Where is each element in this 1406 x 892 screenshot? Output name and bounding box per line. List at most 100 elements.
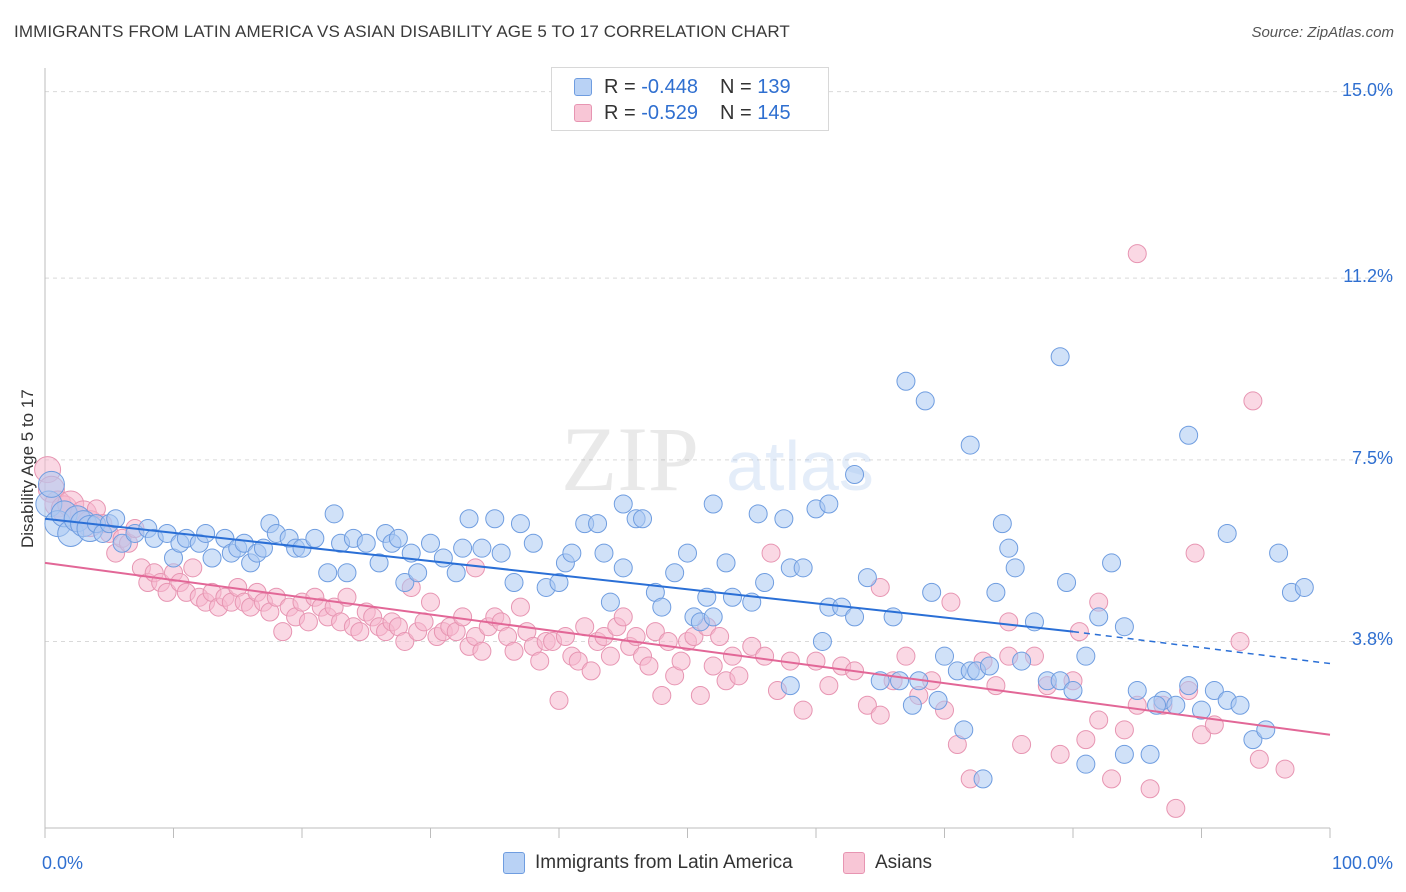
latin-america-point (652, 597, 672, 617)
latin-america-point (722, 587, 742, 607)
latin-america-point (1179, 676, 1199, 696)
latin-america-point (1057, 573, 1077, 593)
trend-lines (44, 517, 1331, 736)
latin-america-point (549, 573, 569, 593)
latin-america-point (973, 769, 993, 789)
latin-america-point (485, 509, 505, 529)
latin-america-point (112, 533, 132, 553)
asians-point (510, 597, 530, 617)
latin-america-point (613, 558, 633, 578)
chart-title: IMMIGRANTS FROM LATIN AMERICA VS ASIAN D… (14, 22, 790, 41)
asians-point (761, 543, 781, 563)
latin-america-point (1166, 695, 1186, 715)
latin-america-point (1076, 754, 1096, 774)
latin-america-point (1204, 681, 1224, 701)
latin-america-point (472, 538, 492, 558)
y-tick-label: 3.8% (1351, 629, 1393, 650)
latin-america-point (896, 371, 916, 391)
asians-point (395, 631, 415, 651)
latin-america-point (748, 504, 768, 524)
latin-america-point (928, 690, 948, 710)
latin-america-point (819, 494, 839, 514)
watermark-zip: ZIP (561, 408, 699, 510)
asians-point (703, 656, 723, 676)
latin-america-point (305, 528, 325, 548)
legend-item-latin-america[interactable]: Immigrants from Latin America (503, 852, 793, 874)
latin-america-point (562, 543, 582, 563)
source-label: Source: ZipAtlas.com (1251, 24, 1394, 41)
asians-point (298, 612, 318, 632)
latin-america-point (845, 607, 865, 627)
latin-america-point (1179, 425, 1199, 445)
latin-america-point (1256, 720, 1276, 740)
latin-america-point (812, 631, 832, 651)
series-asians-points (34, 244, 1295, 818)
asians-point (1114, 720, 1134, 740)
asians-point (870, 577, 890, 597)
latin-america-point (1050, 347, 1070, 367)
latin-america-point (594, 543, 614, 563)
latin-america-point (1063, 681, 1083, 701)
latin-america-point (986, 582, 1006, 602)
series-legend: Immigrants from Latin America Asians (0, 852, 1406, 878)
latin-america-point (337, 563, 357, 583)
asians-point (472, 641, 492, 661)
asians-point (729, 666, 749, 686)
asians-point (1127, 244, 1147, 264)
latin-america-point (1127, 681, 1147, 701)
asians-point (549, 690, 569, 710)
asians-point (986, 676, 1006, 696)
series-latin-america-points (35, 347, 1314, 789)
asians-point (645, 622, 665, 642)
stats-row-asians: R = -0.529 N = 145 (574, 101, 791, 125)
asians-point (1192, 725, 1211, 745)
latin-america-point (1012, 651, 1032, 671)
asians-point (1243, 391, 1263, 411)
latin-america-point (999, 538, 1019, 558)
asians-point (1166, 798, 1186, 818)
asians-point (999, 612, 1019, 632)
latin-america-point (324, 504, 344, 524)
latin-america-point (716, 553, 736, 573)
latin-america-point (890, 671, 910, 691)
asians-point (1230, 631, 1250, 651)
watermark-atlas: atlas (726, 427, 874, 505)
asians-point (639, 656, 659, 676)
asians-point (1050, 744, 1070, 764)
latin-america-point (870, 671, 890, 691)
latin-america-point (922, 582, 942, 602)
asians-point (575, 617, 595, 637)
latin-america-point (196, 523, 216, 543)
trend-line-latin-america (44, 517, 1074, 633)
n-value-latin-america: 139 (757, 75, 791, 98)
legend-item-asians[interactable]: Asians (843, 852, 932, 874)
asians-point (555, 627, 575, 647)
latin-america-point (37, 470, 65, 498)
legend-swatch-pink (843, 852, 865, 874)
latin-america-point (1050, 671, 1070, 691)
asians-point (941, 592, 961, 612)
latin-america-point (774, 509, 794, 529)
trend-line-latin-america-extension (1072, 630, 1331, 665)
asians-point (671, 651, 691, 671)
latin-america-point (703, 607, 723, 627)
asians-point (183, 558, 203, 578)
latin-america-point (1140, 744, 1160, 764)
latin-america-point (1217, 523, 1237, 543)
latin-america-point (388, 528, 408, 548)
latin-america-point (960, 435, 980, 455)
latin-america-point (613, 494, 633, 514)
latin-america-point (1147, 695, 1167, 715)
latin-america-point (234, 533, 254, 553)
latin-america-point (992, 514, 1012, 534)
asians-point (755, 646, 775, 666)
latin-america-point (491, 543, 511, 563)
x-tick-label-min: 0.0% (42, 853, 84, 873)
asians-point (870, 705, 890, 725)
asians-point (819, 676, 839, 696)
latin-america-point (202, 548, 222, 568)
latin-america-point (1243, 730, 1263, 750)
latin-america-point (1089, 607, 1109, 627)
latin-america-point (453, 538, 473, 558)
